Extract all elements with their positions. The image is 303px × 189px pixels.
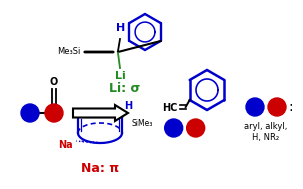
Text: H: H	[124, 101, 132, 111]
Text: aryl, alkyl,: aryl, alkyl,	[244, 122, 288, 131]
Text: HC: HC	[162, 103, 178, 113]
FancyArrow shape	[73, 105, 128, 121]
Circle shape	[165, 119, 183, 137]
Circle shape	[45, 104, 63, 122]
Circle shape	[187, 119, 205, 137]
Text: Li: σ: Li: σ	[109, 82, 141, 95]
Text: Li: Li	[115, 71, 125, 81]
Text: Me₃Si: Me₃Si	[57, 47, 80, 57]
Text: H, NR₂: H, NR₂	[252, 133, 280, 142]
Text: :: :	[288, 100, 293, 114]
Text: O: O	[50, 77, 58, 87]
Text: Na: Na	[58, 140, 73, 150]
Circle shape	[246, 98, 264, 116]
Text: H: H	[116, 23, 126, 33]
Circle shape	[268, 98, 286, 116]
Circle shape	[21, 104, 39, 122]
Text: Na: π: Na: π	[81, 162, 119, 175]
Text: SiMe₃: SiMe₃	[132, 119, 153, 128]
